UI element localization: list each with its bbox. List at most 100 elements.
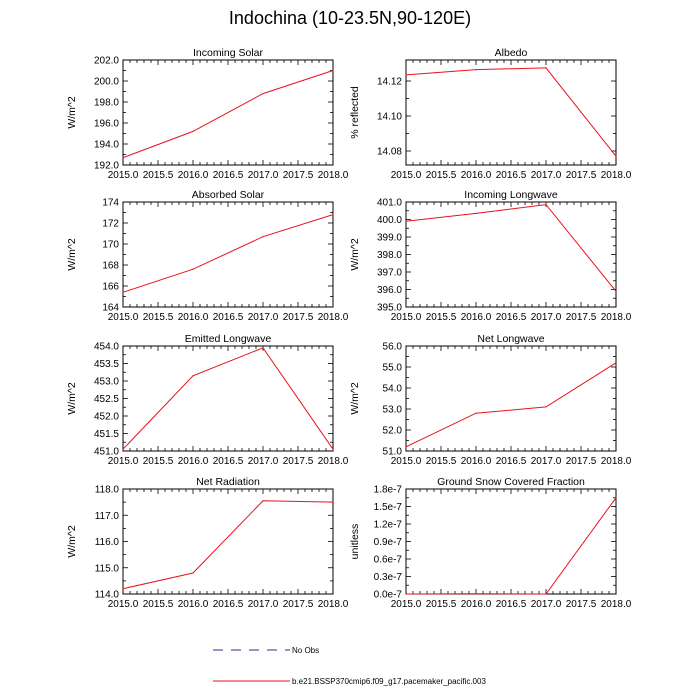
plot-frame: [122, 201, 334, 308]
y-tick-label: 1.2e-7: [374, 520, 403, 531]
y-tick-label: 14.10: [377, 112, 402, 123]
y-tick-label: 168: [102, 261, 119, 272]
x-tick-label: 2017.0: [248, 170, 279, 181]
data-point: [122, 448, 124, 450]
x-tick-label: 2016.5: [496, 456, 527, 467]
x-tick-label: 2017.5: [566, 456, 597, 467]
x-tick-label: 2015.5: [426, 312, 457, 323]
x-tick-label: 2015.5: [426, 456, 457, 467]
y-tick-label: 451.0: [94, 447, 119, 458]
y-axis-label: W/m^2: [349, 382, 361, 415]
y-axis-label: W/m^2: [66, 382, 78, 415]
x-tick-label: 2016.0: [461, 312, 492, 323]
chart-net-radiation: Net Radiation W/m^2 2015.0 2015.5 2016.0 2016…: [66, 476, 349, 610]
data-point: [192, 268, 194, 270]
series-line-absorbed-solar: [122, 214, 334, 293]
x-tick-label: 2016.5: [496, 312, 527, 323]
series-line-ground-snow-covered-fraction: [405, 497, 617, 595]
x-tick-label: 2017.5: [566, 599, 597, 610]
data-point: [332, 448, 334, 450]
y-tick-label: 51.0: [383, 447, 403, 458]
y-axis-label: W/m^2: [66, 96, 78, 129]
x-tick-label: 2018.0: [318, 170, 349, 181]
y-tick-label: 398.0: [377, 250, 402, 261]
x-tick-label: 2016.5: [213, 456, 244, 467]
y-tick-label: 114.0: [95, 590, 120, 601]
y-tick-label: 401.0: [377, 198, 402, 209]
x-tick-label: 2015.0: [108, 456, 139, 467]
data-point: [405, 446, 407, 448]
data-point: [615, 497, 617, 499]
y-tick-label: 0.3e-7: [374, 572, 403, 583]
y-tick-label: 1.8e-7: [374, 485, 403, 496]
y-tick-label: 454.0: [94, 342, 119, 353]
y-axis-label: W/m^2: [349, 238, 361, 271]
x-tick-label: 2018.0: [318, 599, 349, 610]
series-line-incoming-solar: [122, 70, 334, 159]
plot-frame: [405, 345, 617, 452]
data-point: [192, 130, 194, 132]
series-line-incoming-longwave: [405, 204, 617, 292]
data-point: [192, 572, 194, 574]
x-tick-label: 2017.0: [531, 599, 562, 610]
x-tick-label: 2015.0: [108, 312, 139, 323]
data-point: [332, 214, 334, 216]
y-tick-label: 453.0: [94, 377, 119, 388]
y-tick-label: 116.0: [95, 537, 120, 548]
x-tick-label: 2016.5: [213, 312, 244, 323]
data-point: [475, 212, 477, 214]
y-tick-label: 0.9e-7: [374, 537, 403, 548]
x-tick-label: 2015.5: [143, 170, 174, 181]
chart-title: Emitted Longwave: [185, 333, 272, 345]
data-point: [615, 155, 617, 157]
data-point: [405, 220, 407, 222]
x-tick-label: 2016.5: [213, 599, 244, 610]
data-point: [122, 157, 124, 159]
x-tick-label: 2015.5: [426, 599, 457, 610]
y-tick-label: 1.5e-7: [374, 502, 403, 513]
x-tick-label: 2017.0: [248, 599, 279, 610]
x-tick-label: 2018.0: [601, 599, 632, 610]
x-tick-label: 2016.5: [496, 599, 527, 610]
y-tick-label: 55.0: [383, 363, 403, 374]
y-tick-label: 395.0: [377, 303, 402, 314]
y-tick-label: 200.0: [94, 77, 119, 88]
y-tick-label: 166: [102, 282, 119, 293]
data-point: [262, 236, 264, 238]
x-tick-label: 2016.5: [213, 170, 244, 181]
y-tick-label: 0.0e-7: [374, 590, 403, 601]
y-axis-label: % reflected: [349, 86, 361, 139]
data-point: [405, 593, 407, 595]
legend-obs-label: No Obs: [292, 646, 319, 655]
x-tick-label: 2016.0: [178, 599, 209, 610]
x-tick-label: 2016.0: [461, 599, 492, 610]
x-tick-label: 2016.5: [496, 170, 527, 181]
x-tick-label: 2018.0: [318, 456, 349, 467]
series-line-albedo: [405, 67, 617, 157]
data-point: [262, 347, 264, 349]
x-tick-label: 2015.5: [426, 170, 457, 181]
x-tick-label: 2016.0: [178, 312, 209, 323]
y-tick-label: 0.6e-7: [374, 555, 403, 566]
y-tick-label: 117.0: [95, 511, 120, 522]
legend: No Obs b.e21.BSSP370cmip6.f09_g17.pacemak…: [213, 646, 486, 686]
x-tick-label: 2017.0: [531, 170, 562, 181]
chart-albedo: Albedo % reflected 2015.0 2015.5 2016.0 2016.…: [349, 47, 632, 181]
data-point: [615, 362, 617, 364]
series-line-net-radiation: [122, 500, 334, 590]
data-point: [405, 74, 407, 76]
chart-title: Incoming Solar: [193, 47, 264, 59]
y-tick-label: 196.0: [94, 119, 119, 130]
x-tick-label: 2017.5: [566, 312, 597, 323]
y-tick-label: 52.0: [383, 426, 403, 437]
y-tick-label: 56.0: [383, 342, 403, 353]
y-tick-label: 452.5: [94, 394, 119, 405]
data-point: [122, 291, 124, 293]
data-point: [122, 588, 124, 590]
x-tick-label: 2017.5: [283, 599, 314, 610]
x-tick-label: 2016.0: [461, 456, 492, 467]
y-tick-label: 170: [102, 240, 119, 251]
y-tick-label: 397.0: [377, 268, 402, 279]
